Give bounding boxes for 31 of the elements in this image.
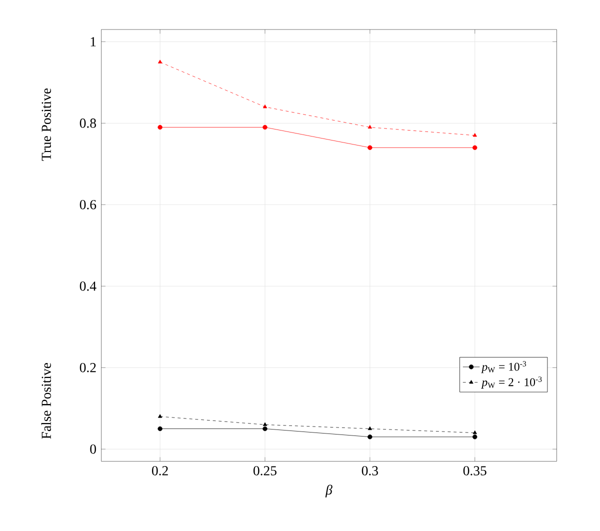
point [262,104,268,108]
point [262,426,268,432]
point [158,426,162,432]
point [158,60,162,64]
legend-label: p$_{W}$ = 10$^{-3}$ [481,361,526,374]
x-axis-title: β [325,484,332,498]
y-tick-label: 0.4 [80,281,96,291]
x-tick-label: 0.3 [362,466,378,476]
point [472,434,478,440]
point [158,124,162,130]
point [158,414,162,418]
y-axis-title: True Positive [42,88,51,161]
y-tick-label: 0.8 [80,118,96,128]
point [368,145,372,150]
x-tick-label: 0.25 [254,466,276,476]
point [472,145,478,150]
point [262,422,268,426]
y-tick-label: 0.6 [80,200,96,210]
point [368,434,372,440]
point [368,124,372,128]
x-tick-label: 0.35 [463,466,486,476]
y-tick-label: 1 [90,37,96,46]
point [368,426,372,430]
y-tick-label: 0.2 [80,362,96,372]
point [472,430,477,434]
text: False Positive [41,362,51,439]
x-tick-label: 0.2 [152,466,168,476]
point [472,132,477,137]
point [262,124,268,130]
y-tick-label: 0 [90,444,96,454]
legend-label: p$_{W}$ = 2 · 10$^{-3}$ [481,376,542,388]
